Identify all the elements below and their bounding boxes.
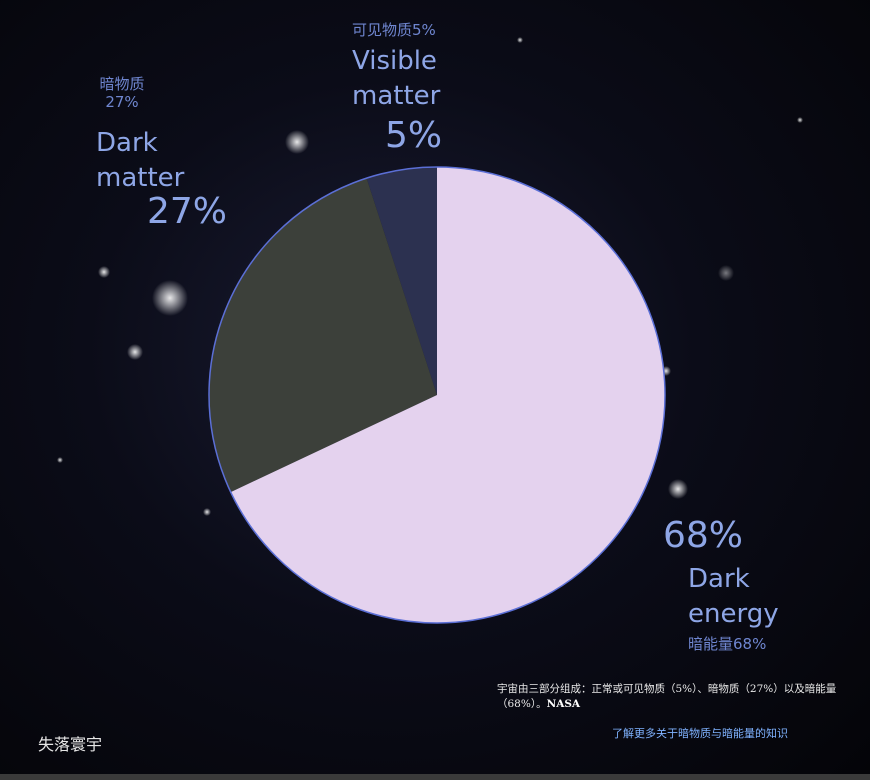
value-label: 27% — [147, 191, 228, 232]
pie — [208, 166, 666, 624]
category-label: Dark matter — [96, 128, 185, 193]
value-label: 68% — [663, 515, 744, 556]
pie-slice — [209, 178, 437, 493]
caption: 宇宙由三部分组成：正常或可见物质（5%）、暗物质（27%）以及暗能量（68%）。… — [497, 682, 837, 712]
cn-label: 可见物质5% — [352, 21, 436, 39]
cn-label: 暗能量68% — [688, 635, 767, 653]
caption-source: NASA — [546, 698, 581, 710]
bottom-bar — [0, 774, 870, 780]
pie-border — [208, 166, 666, 624]
footer-brand: 失落寰宇 — [38, 735, 103, 754]
value-label: 5% — [385, 115, 443, 156]
pie-slice — [366, 167, 437, 395]
pie-slice — [230, 167, 666, 623]
caption-text: 宇宙由三部分组成：正常或可见物质（5%）、暗物质（27%）以及暗能量（68%）。 — [497, 683, 837, 710]
category-label: Dark energy — [688, 564, 779, 629]
cn-label: 暗物质 27% — [99, 75, 145, 111]
category-label: Visible matter — [352, 46, 441, 111]
learn-more-link[interactable]: 了解更多关于暗物质与暗能量的知识 — [612, 727, 788, 740]
